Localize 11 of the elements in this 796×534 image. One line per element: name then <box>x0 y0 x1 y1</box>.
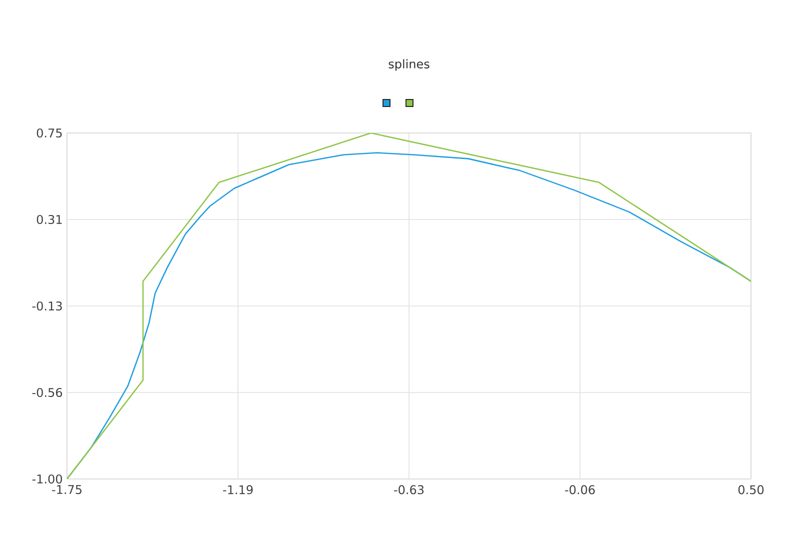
y-tick-label: -0.13 <box>32 301 62 311</box>
y-tick-label: 0.75 <box>36 128 62 138</box>
x-tick-label: -1.19 <box>223 485 253 494</box>
x-tick-label: 0.50 <box>738 485 764 494</box>
chart-title: splines <box>388 59 430 71</box>
x-tick-label: -0.06 <box>565 485 595 494</box>
y-tick-label: 0.31 <box>36 214 62 224</box>
y-tick-label: -1.00 <box>32 474 62 484</box>
x-tick-label: -1.75 <box>52 485 82 494</box>
x-tick-label: -0.63 <box>394 485 424 494</box>
y-tick-label: -0.56 <box>32 388 62 398</box>
